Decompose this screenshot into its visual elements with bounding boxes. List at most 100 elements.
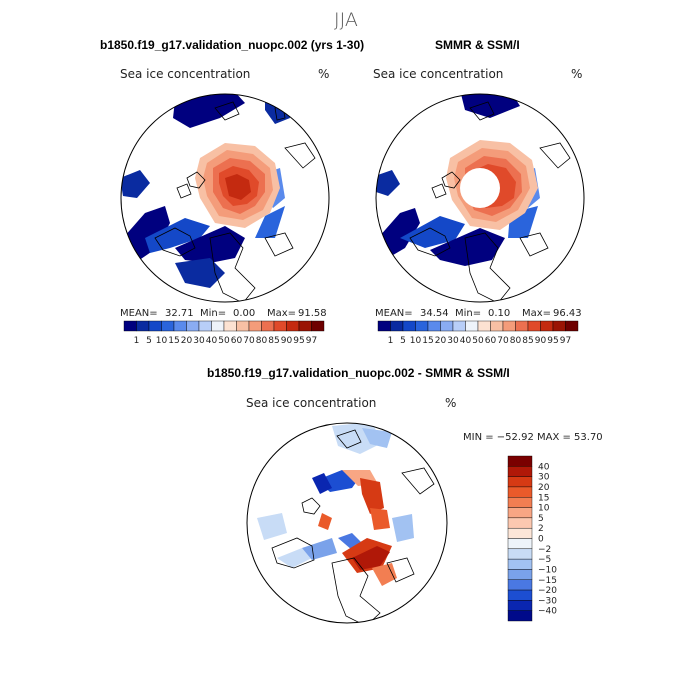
model-colorbar-segment <box>186 320 200 332</box>
obs-colorbar-segment <box>527 320 541 332</box>
model-mean-value: 32.71 <box>165 308 194 319</box>
obs-colorbar-segment <box>477 320 491 332</box>
model-colorbar-tick: 20 <box>181 336 193 346</box>
diff-colorbar-tick: −20 <box>538 586 557 596</box>
diff-polar-map <box>246 422 448 624</box>
obs-colorbar-tick: 70 <box>497 336 509 346</box>
model-colorbar-tick: 70 <box>243 336 255 346</box>
obs-colorbar-tick: 5 <box>400 336 406 346</box>
diff-colorbar-tick: 10 <box>538 504 550 514</box>
obs-colorbar-tick: 15 <box>422 336 433 346</box>
obs-max-value: 96.43 <box>553 308 582 319</box>
diff-colorbar-segment <box>507 497 533 508</box>
diff-variable-label: Sea ice concentration <box>246 396 377 410</box>
model-colorbar-tick: 85 <box>268 336 279 346</box>
obs-colorbar-segment <box>452 320 466 332</box>
model-colorbar-tick: 90 <box>281 336 293 346</box>
diff-colorbar-segment <box>507 507 533 519</box>
diff-colorbar-segment <box>507 569 533 580</box>
model-max-value: 91.58 <box>298 308 327 319</box>
obs-mean-value: 34.54 <box>420 308 449 319</box>
model-colorbar-segment <box>236 320 250 332</box>
diff-panel-title: b1850.f19_g17.validation_nuopc.002 - SMM… <box>207 366 510 380</box>
model-variable-label: Sea ice concentration <box>120 67 251 81</box>
diff-minmax-label: MIN = −52.92 MAX = 53.70 <box>463 432 603 443</box>
obs-variable-label: Sea ice concentration <box>373 67 504 81</box>
model-colorbar-tick: 50 <box>218 336 230 346</box>
model-polar-map <box>120 93 330 303</box>
model-colorbar-segment <box>123 320 137 332</box>
obs-colorbar-tick: 85 <box>522 336 533 346</box>
diff-colorbar-segment <box>507 610 533 622</box>
season-title: JJA <box>334 9 358 31</box>
model-colorbar-tick: 97 <box>306 336 317 346</box>
diff-colorbar-tick: −5 <box>538 555 551 565</box>
diff-colorbar-segment <box>507 466 533 477</box>
diff-colorbar-segment <box>507 527 533 539</box>
model-colorbar-segment <box>198 320 212 332</box>
obs-colorbar-segment <box>502 320 516 332</box>
obs-colorbar-tick: 60 <box>485 336 497 346</box>
diff-colorbar-segment <box>507 600 533 611</box>
model-colorbar: 1 5 10 15 20 30 40 50 60 70 80 85 90 95 97 <box>123 320 325 346</box>
model-panel-title: b1850.f19_g17.validation_nuopc.002 (yrs … <box>100 38 365 52</box>
model-colorbar-tick: 15 <box>168 336 179 346</box>
model-colorbar-segment <box>298 320 312 332</box>
diff-colorbar-segment <box>507 589 533 601</box>
diff-colorbar-tick: 20 <box>538 483 550 493</box>
model-colorbar-tick: 5 <box>146 336 152 346</box>
model-mean-label: MEAN= <box>120 308 158 319</box>
model-colorbar-segment <box>148 320 162 332</box>
model-min-label: Min= <box>200 308 227 319</box>
diff-colorbar-tick: −40 <box>538 607 557 617</box>
obs-panel-title: SMMR & SSM/I <box>435 38 520 52</box>
diff-colorbar-segment <box>507 558 533 570</box>
model-units-label: % <box>318 67 330 81</box>
model-colorbar-tick: 1 <box>134 336 140 346</box>
model-min-value: 0.00 <box>233 308 256 319</box>
diff-colorbar-tick: 15 <box>538 493 549 503</box>
diff-colorbar-tick: −2 <box>538 545 551 555</box>
obs-colorbar-tick: 1 <box>388 336 394 346</box>
model-colorbar-segment <box>286 320 300 332</box>
obs-colorbar-segment <box>540 320 554 332</box>
obs-colorbar-tick: 10 <box>410 336 422 346</box>
diff-colorbar-tick: 0 <box>538 535 544 545</box>
diff-colorbar-tick: 2 <box>538 524 544 534</box>
diff-units-label: % <box>445 396 457 410</box>
model-colorbar-segment <box>161 320 175 332</box>
model-colorbar-tick: 40 <box>206 336 218 346</box>
diff-colorbar-segment <box>507 486 533 498</box>
obs-colorbar-tick: 90 <box>535 336 547 346</box>
obs-colorbar-tick: 20 <box>435 336 447 346</box>
model-colorbar-segment <box>173 320 187 332</box>
model-colorbar-tick: 80 <box>256 336 268 346</box>
obs-colorbar-segment <box>440 320 454 332</box>
diff-colorbar-tick: −10 <box>538 565 557 575</box>
obs-polar-map <box>375 93 585 303</box>
model-colorbar-segment <box>223 320 237 332</box>
obs-colorbar-segment <box>377 320 391 332</box>
obs-colorbar-segment <box>465 320 479 332</box>
obs-colorbar-tick: 97 <box>560 336 571 346</box>
diff-colorbar-segment <box>507 538 533 550</box>
model-colorbar-tick: 10 <box>156 336 168 346</box>
obs-colorbar-segment <box>490 320 504 332</box>
obs-colorbar-tick: 95 <box>547 336 558 346</box>
model-colorbar-segment <box>211 320 225 332</box>
obs-max-label: Max= <box>522 308 552 319</box>
model-max-label: Max= <box>267 308 297 319</box>
diff-colorbar-segment <box>507 548 533 560</box>
diff-colorbar-segment <box>507 579 533 591</box>
model-colorbar-segment <box>311 320 325 332</box>
model-colorbar-segment <box>273 320 287 332</box>
diff-colorbar-segment <box>507 517 533 529</box>
obs-mean-label: MEAN= <box>375 308 413 319</box>
obs-min-label: Min= <box>455 308 482 319</box>
obs-colorbar-segment <box>390 320 404 332</box>
obs-colorbar-segment <box>565 320 579 332</box>
obs-colorbar-segment <box>427 320 441 332</box>
obs-colorbar-tick: 50 <box>472 336 484 346</box>
obs-colorbar-segment <box>415 320 429 332</box>
